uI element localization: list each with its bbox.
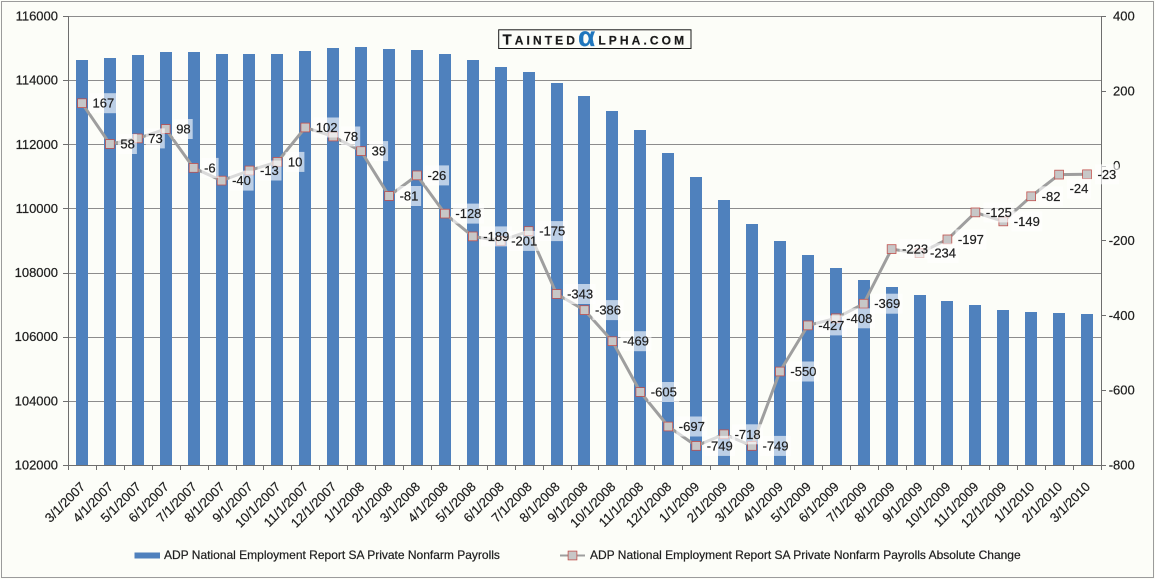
svg-text:-749: -749: [707, 438, 733, 453]
svg-text:167: 167: [93, 96, 115, 111]
svg-text:10: 10: [288, 154, 302, 169]
svg-text:-343: -343: [567, 287, 593, 302]
svg-text:-40: -40: [232, 173, 251, 188]
svg-text:-800: -800: [1109, 458, 1135, 473]
svg-text:-23: -23: [1098, 167, 1117, 182]
svg-text:110000: 110000: [16, 201, 58, 216]
svg-text:98: 98: [176, 122, 190, 137]
svg-text:ADP National Employment Repo: ADP National Employment Report SA Privat…: [164, 548, 500, 562]
svg-text:-175: -175: [539, 224, 565, 239]
svg-text:116000: 116000: [16, 9, 58, 24]
svg-text:400: 400: [1113, 9, 1135, 24]
svg-text:-24: -24: [1070, 181, 1089, 196]
svg-text:-600: -600: [1109, 383, 1135, 398]
svg-text:78: 78: [344, 129, 358, 144]
svg-text:-197: -197: [958, 232, 984, 247]
svg-text:-605: -605: [651, 385, 677, 400]
svg-text:-749: -749: [763, 438, 789, 453]
svg-text:-6: -6: [204, 160, 216, 175]
svg-text:-128: -128: [455, 206, 481, 221]
svg-text:73: 73: [148, 131, 162, 146]
svg-text:102000: 102000: [15, 458, 58, 473]
svg-text:-26: -26: [428, 168, 447, 183]
svg-text:-408: -408: [846, 311, 872, 326]
svg-text:-718: -718: [735, 427, 761, 442]
svg-text:TAINTEDαLPHA.COM: TAINTEDαLPHA.COM: [503, 21, 688, 52]
svg-text:112000: 112000: [16, 137, 58, 152]
svg-text:-125: -125: [986, 205, 1012, 220]
svg-text:102: 102: [316, 120, 338, 135]
svg-text:-223: -223: [902, 242, 928, 257]
svg-text:104000: 104000: [15, 393, 58, 408]
svg-text:-400: -400: [1109, 308, 1135, 323]
svg-text:114000: 114000: [16, 73, 58, 88]
svg-text:-697: -697: [679, 419, 705, 434]
svg-text:-201: -201: [511, 233, 537, 248]
svg-text:-149: -149: [1014, 214, 1040, 229]
svg-text:-200: -200: [1109, 233, 1135, 248]
svg-text:-550: -550: [790, 364, 816, 379]
svg-text:-469: -469: [623, 334, 649, 349]
svg-text:200: 200: [1113, 83, 1135, 98]
svg-text:58: 58: [120, 137, 134, 152]
svg-text:-189: -189: [483, 229, 509, 244]
svg-text:-81: -81: [400, 189, 419, 204]
svg-text:108000: 108000: [15, 265, 58, 280]
svg-text:-427: -427: [818, 318, 844, 333]
svg-text:-369: -369: [874, 296, 900, 311]
svg-text:106000: 106000: [15, 329, 58, 344]
svg-text:-13: -13: [260, 163, 279, 178]
svg-text:39: 39: [372, 144, 386, 159]
svg-text:-234: -234: [930, 246, 956, 261]
svg-text:ADP National Employment Repo: ADP National Employment Report SA Privat…: [590, 548, 1021, 562]
svg-text:-386: -386: [595, 303, 621, 318]
svg-text:-82: -82: [1042, 189, 1061, 204]
